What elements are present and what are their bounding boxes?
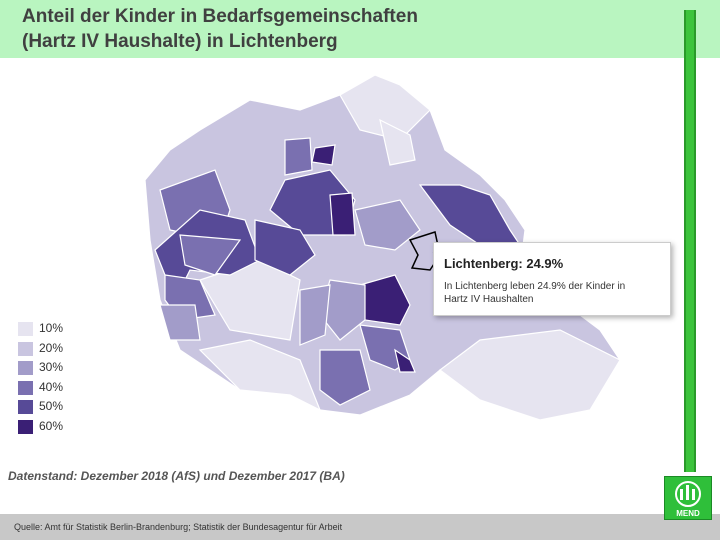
title-line: Anteil der Kinder in Bedarfsgemeinschaft… <box>22 6 418 27</box>
decor-bar <box>684 10 696 472</box>
region <box>198 339 322 412</box>
header: Anteil der Kinder in Bedarfsgemeinschaft… <box>0 0 720 58</box>
legend-label: 20% <box>39 340 64 355</box>
legend-label: 50% <box>39 399 64 413</box>
callout: Lichtenberg: 24.9% In Lichtenberg leben … <box>433 242 671 316</box>
region <box>159 304 201 341</box>
legend-swatch <box>18 419 33 434</box>
callout-title: Lichtenberg: 24.9% <box>444 256 564 271</box>
callout-text: Hartz IV Haushalten <box>444 294 534 305</box>
map <box>144 74 621 421</box>
region <box>311 144 336 166</box>
source: Quelle: Amt für Statistik Berlin-Branden… <box>14 522 343 532</box>
footnote: Datenstand: Dezember 2018 (AfS) und Deze… <box>8 469 345 483</box>
region <box>394 348 416 373</box>
legend-swatch <box>18 341 33 356</box>
region <box>439 329 621 421</box>
region <box>418 184 522 246</box>
region <box>354 199 421 251</box>
lichtenberg-outline <box>408 231 441 271</box>
callout-text: In Lichtenberg leben 24.9% der Kinder in <box>444 281 626 292</box>
legend-swatch <box>18 380 33 395</box>
districts <box>144 74 621 421</box>
logo-text: MEND <box>676 509 700 518</box>
region <box>329 192 356 236</box>
region <box>179 234 242 276</box>
legend-swatch <box>18 361 33 375</box>
legend-swatch <box>18 400 33 414</box>
region <box>319 349 371 406</box>
region <box>284 137 313 176</box>
legend-swatch <box>18 322 33 336</box>
logo-icon <box>675 481 701 507</box>
legend-label: 40% <box>39 379 64 394</box>
legend-label: 10% <box>39 321 64 335</box>
legend-label: 30% <box>39 360 64 374</box>
region <box>299 284 331 346</box>
legend-label: 60% <box>39 418 64 433</box>
region <box>379 118 416 166</box>
logo: MEND <box>664 476 712 520</box>
region <box>254 219 316 276</box>
footer: Quelle: Amt für Statistik Berlin-Branden… <box>0 514 720 540</box>
title-line: (Hartz IV Haushalte) in Lichtenberg <box>22 31 338 52</box>
region <box>339 74 431 141</box>
